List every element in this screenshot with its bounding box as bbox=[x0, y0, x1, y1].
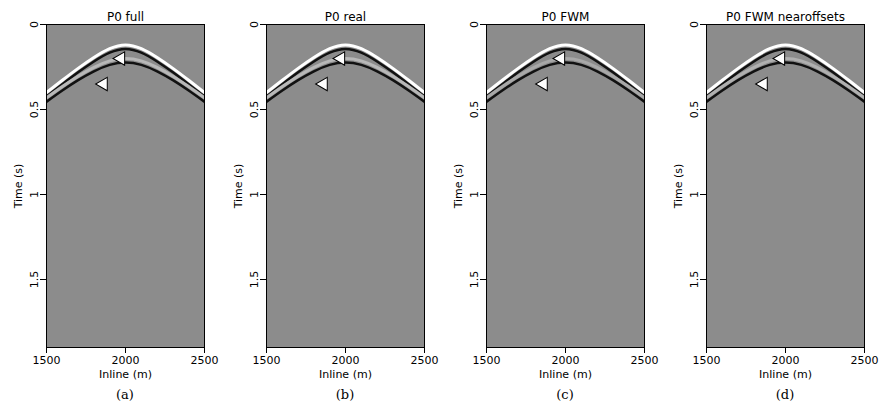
svg-text:1.5: 1.5 bbox=[688, 271, 701, 289]
svg-text:0.5: 0.5 bbox=[28, 101, 41, 119]
svg-text:1500: 1500 bbox=[473, 354, 501, 367]
svg-text:0: 0 bbox=[248, 21, 261, 28]
html-text:(b): (b) bbox=[335, 387, 355, 402]
svg-text:0: 0 bbox=[468, 21, 481, 28]
svg-text:Time (s): Time (s) bbox=[452, 164, 465, 210]
svg-text:P0 full: P0 full bbox=[107, 10, 144, 24]
svg-text:2000: 2000 bbox=[112, 354, 140, 367]
svg-text:1: 1 bbox=[28, 191, 41, 198]
svg-text:1500: 1500 bbox=[33, 354, 61, 367]
svg-text:1.5: 1.5 bbox=[468, 271, 481, 289]
svg-text:Inline (m): Inline (m) bbox=[759, 368, 812, 381]
svg-text:P0 real: P0 real bbox=[325, 10, 366, 24]
svg-text:Inline (m): Inline (m) bbox=[99, 368, 152, 381]
svg-text:1.5: 1.5 bbox=[28, 271, 41, 289]
svg-text:P0 FWM: P0 FWM bbox=[542, 10, 590, 24]
svg-text:Time (s): Time (s) bbox=[672, 164, 685, 210]
svg-text:Inline (m): Inline (m) bbox=[539, 368, 592, 381]
html-text:(a): (a) bbox=[116, 387, 134, 402]
svg-text:2000: 2000 bbox=[552, 354, 580, 367]
svg-text:0.5: 0.5 bbox=[688, 101, 701, 119]
svg-text:P0 FWM nearoffsets: P0 FWM nearoffsets bbox=[726, 10, 845, 24]
svg-text:2500: 2500 bbox=[851, 354, 879, 367]
svg-text:0.5: 0.5 bbox=[248, 101, 261, 119]
svg-text:0: 0 bbox=[688, 21, 701, 28]
svg-text:2500: 2500 bbox=[191, 354, 219, 367]
svg-text:0: 0 bbox=[28, 21, 41, 28]
svg-text:2000: 2000 bbox=[772, 354, 800, 367]
svg-text:1: 1 bbox=[688, 191, 701, 198]
svg-text:Inline (m): Inline (m) bbox=[319, 368, 372, 381]
svg-text:2500: 2500 bbox=[411, 354, 439, 367]
svg-text:Time (s): Time (s) bbox=[12, 164, 25, 210]
svg-text:Time (s): Time (s) bbox=[232, 164, 245, 210]
svg-text:2500: 2500 bbox=[631, 354, 659, 367]
svg-text:1500: 1500 bbox=[693, 354, 721, 367]
html-text:(c): (c) bbox=[556, 387, 574, 402]
svg-text:0.5: 0.5 bbox=[468, 101, 481, 119]
html-text:(d): (d) bbox=[775, 387, 795, 402]
svg-text:1500: 1500 bbox=[253, 354, 281, 367]
svg-text:1: 1 bbox=[468, 191, 481, 198]
svg-text:1.5: 1.5 bbox=[248, 271, 261, 289]
svg-text:1: 1 bbox=[248, 191, 261, 198]
svg-text:2000: 2000 bbox=[332, 354, 360, 367]
